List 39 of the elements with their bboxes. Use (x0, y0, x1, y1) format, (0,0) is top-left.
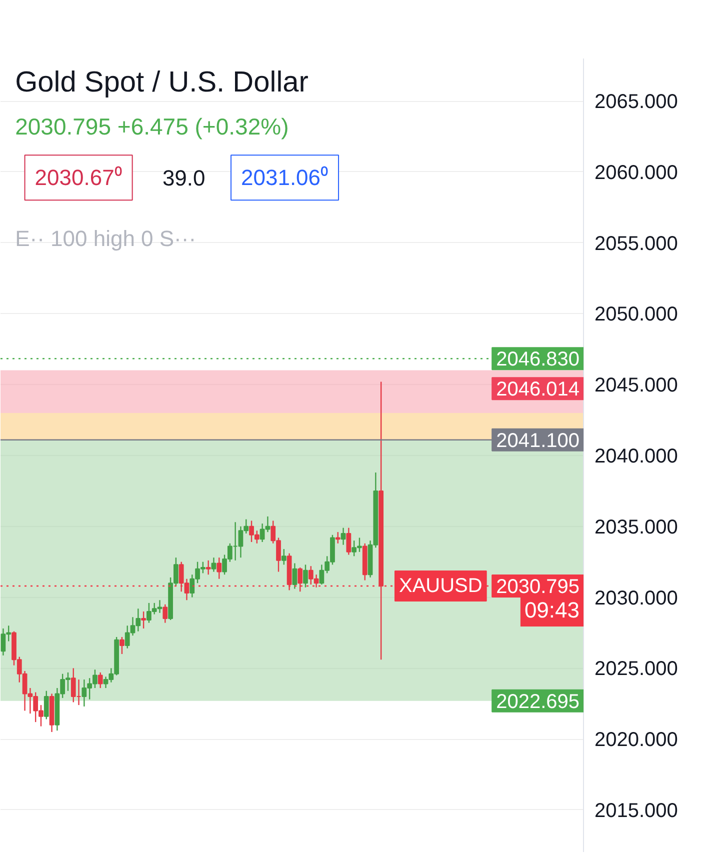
y-tick-label: 2030.000 (594, 587, 678, 610)
y-tick-label: 2055.000 (594, 232, 678, 255)
candlestick (303, 564, 308, 588)
y-tick-label: 2015.000 (594, 800, 678, 822)
candlestick (346, 527, 352, 556)
candlestick (216, 556, 222, 580)
ref-line-label: 2030.795 (496, 576, 580, 598)
annotation: 09:43 (524, 598, 580, 623)
candlestick (298, 566, 303, 592)
y-tick-label: 2025.000 (594, 658, 678, 680)
candlestick (281, 548, 286, 566)
candlestick (44, 690, 49, 720)
y-tick-label: 2040.000 (594, 446, 678, 468)
annotation: 2031.06⁰ (241, 165, 329, 190)
candlestick (292, 562, 298, 590)
annotation: E·· 100 high 0 S··· (15, 226, 196, 252)
y-tick-label: 2045.000 (594, 374, 678, 397)
y-tick-label: 2020.000 (594, 729, 678, 752)
band-label: 2022.695 (496, 690, 580, 713)
y-tick-label: 2035.000 (594, 516, 678, 538)
ref-line-label: 2046.830 (496, 348, 580, 371)
candlestick (141, 610, 146, 630)
text: 2030.795 +6.475 (+0.32%) (15, 114, 289, 140)
candlestick (206, 560, 211, 576)
candlestick (335, 531, 340, 544)
candlestick (120, 636, 124, 655)
candlestick (211, 556, 216, 572)
chart-title: Gold Spot / U.S. Dollar (15, 66, 309, 99)
ref-line-label: 2041.100 (496, 430, 580, 452)
y-tick-label: 2050.000 (594, 304, 678, 326)
annotation: 2030.67⁰ (34, 165, 122, 190)
band-label: 2046.014 (496, 378, 580, 401)
annotation: 39.0 (162, 166, 206, 191)
annotation: XAUUSD (398, 575, 482, 598)
candlestick (340, 527, 346, 546)
candlestick (98, 672, 103, 689)
candlestick (162, 604, 168, 624)
y-tick-label: 2065.000 (594, 91, 678, 114)
y-tick-label: 2060.000 (594, 162, 678, 184)
